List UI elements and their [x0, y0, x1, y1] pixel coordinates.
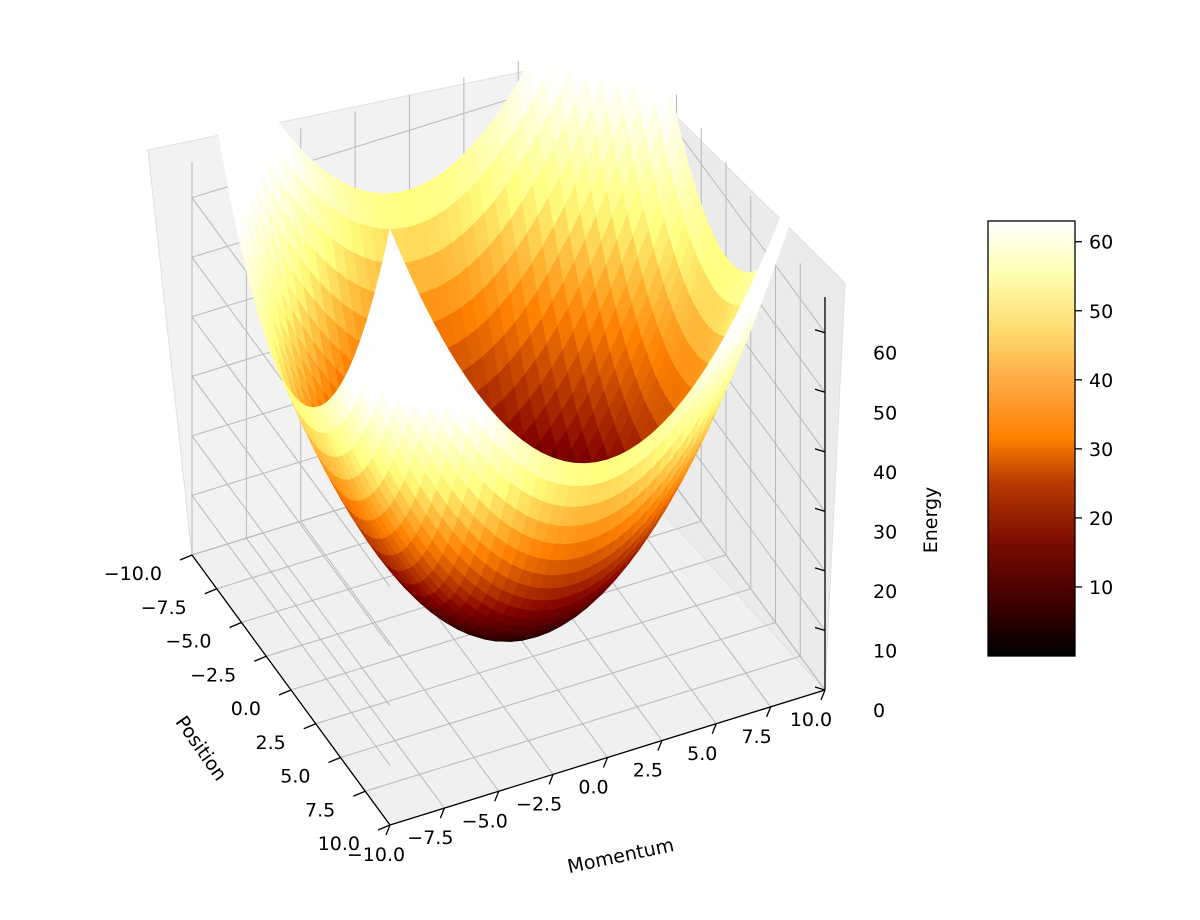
x-tick-mark [711, 723, 717, 734]
energy-surface [197, 0, 826, 642]
z-tick-label: 0 [873, 700, 885, 722]
surface-patch [621, 0, 634, 23]
surface-patch [605, 0, 617, 21]
x-tick-mark [385, 824, 391, 836]
colorbar-ticks: 10 20 30 40 50 60 [1075, 232, 1113, 599]
y-tick-mark [303, 723, 316, 730]
y-tick-mark [353, 790, 366, 797]
x-tick-label: −10.0 [347, 844, 405, 866]
surface-patch [637, 0, 649, 22]
y-tick-mark [278, 689, 292, 696]
surface-patch [808, 94, 826, 150]
x-tick-mark [820, 689, 826, 701]
y-tick-label: −7.5 [141, 597, 187, 619]
y-tick-label: 7.5 [305, 799, 335, 821]
y-tick-label: −10.0 [104, 563, 162, 585]
y-tick-mark [204, 588, 217, 595]
y-tick-label: −5.0 [165, 631, 211, 653]
z-axis-label: Energy [920, 487, 942, 554]
z-tick-mark [814, 626, 826, 632]
surface-patch [782, 180, 799, 231]
z-tick-label: 50 [873, 402, 897, 424]
y-tick-label: 0.0 [231, 698, 261, 720]
y-axis-label: Position [171, 712, 231, 785]
y-tick-label: 5.0 [280, 766, 310, 788]
x-tick-label: −2.5 [516, 793, 562, 815]
y-tick-mark [254, 655, 267, 662]
x-tick-label: 7.5 [742, 726, 772, 748]
z-tick-mark [814, 329, 826, 334]
y-tick-label: 10.0 [318, 833, 360, 855]
colorbar-tick-label: 10 [1089, 577, 1113, 599]
y-tick-label: 2.5 [256, 732, 286, 754]
z-tick-mark [814, 507, 826, 512]
z-tick-mark [814, 448, 826, 453]
z-tick-label: 30 [873, 521, 897, 543]
surface-patch [793, 149, 810, 202]
y-tick-mark [377, 824, 391, 831]
x-tick-label: −5.0 [462, 810, 508, 832]
colorbar-tick-label: 50 [1089, 301, 1113, 323]
z-tick-label: 20 [873, 581, 897, 603]
colorbar [987, 220, 1076, 657]
z-tick-mark [814, 388, 826, 393]
x-tick-mark [766, 706, 772, 718]
z-tick-label: 10 [873, 640, 897, 662]
x-tick-mark [494, 791, 500, 802]
colorbar-tick-label: 20 [1089, 508, 1113, 530]
colorbar-tick-label: 30 [1089, 439, 1113, 461]
colorbar-tick-label: 60 [1089, 232, 1113, 254]
x-tick-mark [657, 740, 663, 751]
x-tick-label: 5.0 [687, 743, 717, 765]
z-tick-mark [814, 567, 826, 572]
x-tick-mark [439, 807, 445, 819]
x-tick-mark [602, 757, 609, 768]
x-axis-label: Momentum [566, 834, 676, 878]
y-tick-mark [328, 756, 341, 764]
z-tick-mark [814, 686, 826, 691]
x-tick-mark [548, 774, 554, 785]
z-tick-label: 60 [873, 343, 897, 365]
y-tick-mark [229, 621, 242, 629]
y-tick-mark [179, 554, 193, 561]
x-tick-label: −7.5 [407, 827, 453, 849]
surface-patch [590, 0, 600, 17]
x-tick-label: 2.5 [633, 760, 663, 782]
y-tick-label: −2.5 [190, 664, 236, 686]
axes: −10.0−7.5−5.0−2.50.02.55.07.510.0−10.0−7… [104, 297, 897, 866]
colorbar-tick-label: 40 [1089, 370, 1113, 392]
x-tick-label: 0.0 [578, 777, 608, 799]
x-tick-label: 10.0 [790, 709, 832, 731]
z-tick-label: 40 [873, 462, 897, 484]
